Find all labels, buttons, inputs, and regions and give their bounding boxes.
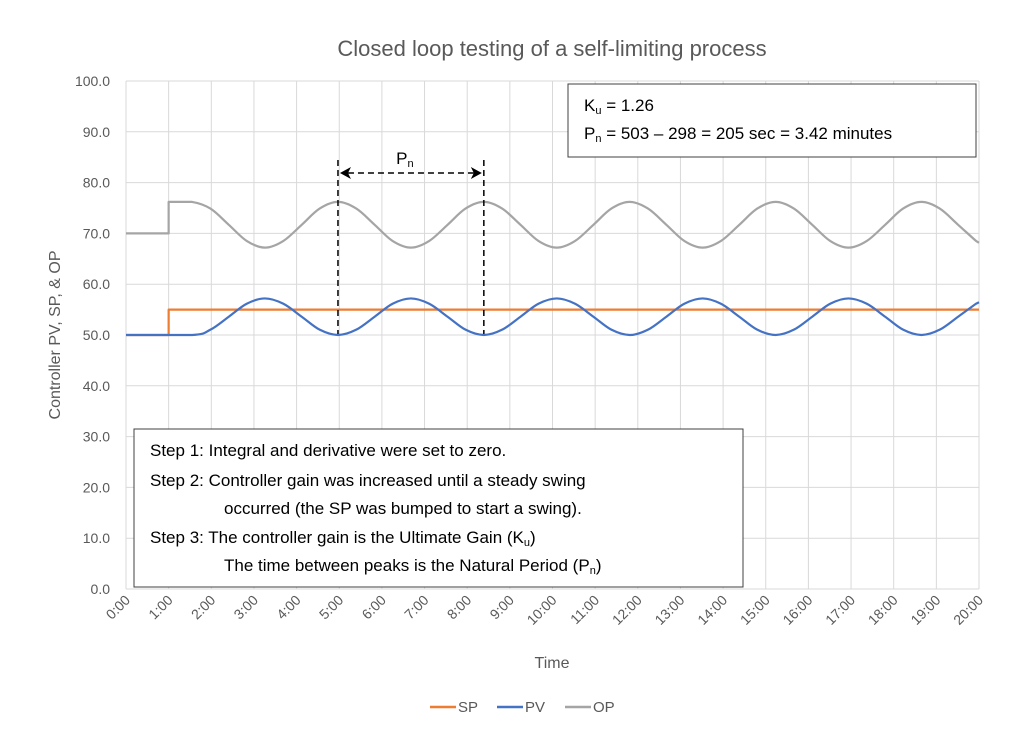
y-tick-label: 50.0 <box>83 327 110 343</box>
y-tick-label: 60.0 <box>83 276 110 292</box>
series-lines <box>126 200 980 337</box>
x-tick-label: 11:00 <box>567 592 603 628</box>
y-tick-label: 20.0 <box>83 479 110 495</box>
step-3: Step 3: The controller gain is the Ultim… <box>150 528 536 549</box>
series-line-pv <box>126 297 980 337</box>
ku-result: Ku = 1.26 <box>584 96 654 117</box>
arrowhead-right-icon <box>470 167 482 179</box>
x-axis-label: Time <box>535 655 570 672</box>
y-tick-label: 40.0 <box>83 378 110 394</box>
x-tick-label: 17:00 <box>822 592 858 628</box>
x-tick-label: 16:00 <box>779 592 815 628</box>
chart-title: Closed loop testing of a self-limiting p… <box>337 36 766 61</box>
legend-label-sp: SP <box>458 699 478 716</box>
y-tick-label: 10.0 <box>83 530 110 546</box>
legend: SP PV OP <box>430 699 615 716</box>
legend-label-pv: PV <box>525 699 545 716</box>
y-tick-label: 0.0 <box>91 581 111 597</box>
pn-marker: Pn <box>337 149 485 334</box>
x-tick-label: 8:00 <box>444 592 475 623</box>
y-tick-label: 90.0 <box>83 124 110 140</box>
arrowhead-left-icon <box>339 167 351 179</box>
x-axis-ticks: 0:00 1:00 2:00 3:00 4:00 5:00 6:00 7:00 8:00 9:00… <box>103 592 987 628</box>
x-tick-label: 20:00 <box>950 592 986 628</box>
x-tick-label: 2:00 <box>188 592 219 623</box>
x-tick-label: 15:00 <box>737 592 773 628</box>
results-box: Ku = 1.26 Pn = 503 – 298 = 205 sec = 3.4… <box>567 83 977 158</box>
y-tick-label: 100.0 <box>75 73 110 89</box>
y-tick-label: 80.0 <box>83 175 110 191</box>
x-tick-label: 6:00 <box>358 592 389 623</box>
x-tick-label: 1:00 <box>145 592 176 623</box>
x-tick-label: 19:00 <box>907 592 943 628</box>
y-axis-label: Controller PV, SP, & OP <box>47 251 64 420</box>
x-tick-label: 10:00 <box>524 592 560 628</box>
step-2: Step 2: Controller gain was increased un… <box>150 471 586 490</box>
steps-box: Step 1: Integral and derivative were set… <box>133 428 744 588</box>
x-tick-label: 12:00 <box>609 592 645 628</box>
x-tick-label: 5:00 <box>316 592 347 623</box>
step-1: Step 1: Integral and derivative were set… <box>150 441 506 460</box>
x-tick-label: 18:00 <box>865 592 901 628</box>
y-axis-ticks: 0.0 10.0 20.0 30.0 40.0 50.0 60.0 70.0 80.0 90.0 1… <box>75 73 110 597</box>
series-line-op <box>126 200 980 249</box>
x-tick-label: 14:00 <box>694 592 730 628</box>
x-tick-label: 9:00 <box>486 592 517 623</box>
x-tick-label: 3:00 <box>230 592 261 623</box>
x-tick-label: 13:00 <box>651 592 687 628</box>
y-tick-label: 70.0 <box>83 225 110 241</box>
step-3-continued: The time between peaks is the Natural Pe… <box>224 556 601 577</box>
x-tick-label: 4:00 <box>273 592 304 623</box>
pn-result: Pn = 503 – 298 = 205 sec = 3.42 minutes <box>584 124 892 145</box>
x-tick-label: 7:00 <box>401 592 432 623</box>
legend-label-op: OP <box>593 699 615 716</box>
y-tick-label: 30.0 <box>83 429 110 445</box>
step-2-continued: occurred (the SP was bumped to start a s… <box>224 499 582 518</box>
pn-label: Pn <box>396 149 413 170</box>
